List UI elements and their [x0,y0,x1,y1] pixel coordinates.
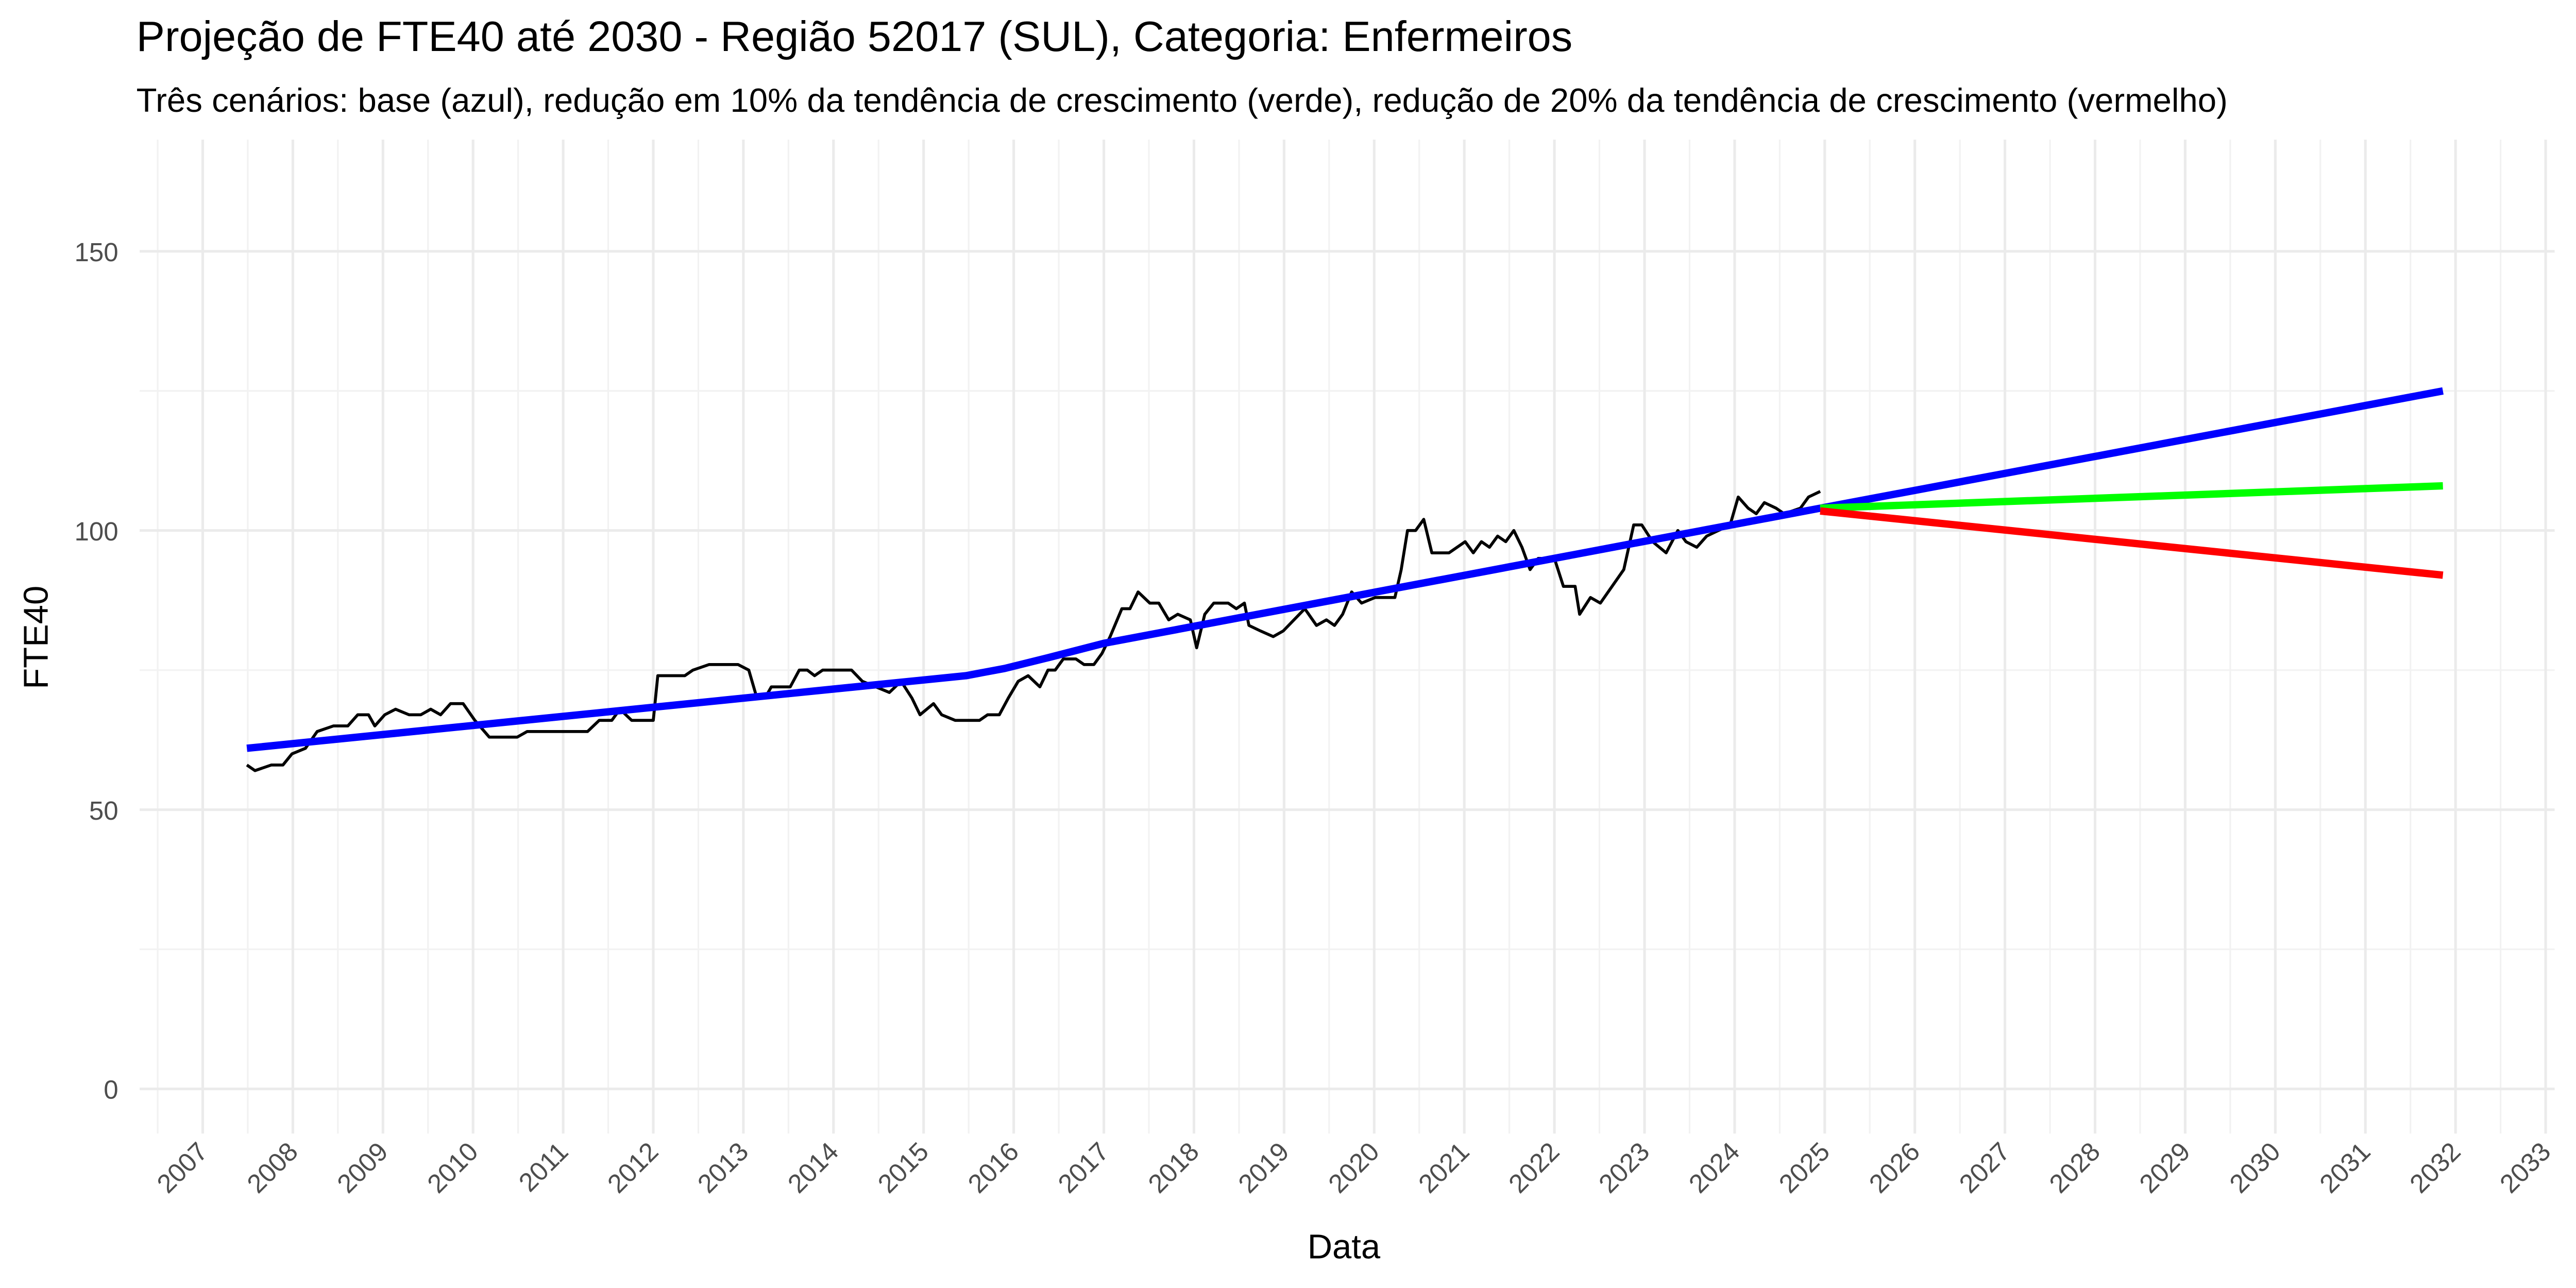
chart-title: Projeção de FTE40 até 2030 - Região 5201… [137,12,1573,60]
y-tick-label: 100 [74,517,118,546]
observed-line [246,490,1821,772]
y-axis-label: FTE40 [16,586,55,689]
y-tick-label: 0 [104,1075,118,1105]
trend-line [1820,507,2444,579]
x-axis-label: Data [1308,1228,1381,1266]
trend-line [1819,387,2444,512]
y-tick-label: 50 [89,796,118,825]
chart-subtitle: Três cenários: base (azul), redução em 1… [137,81,2228,119]
trend-line [246,504,1821,752]
trend-line [1820,482,2443,512]
y-tick-label: 150 [74,238,118,267]
